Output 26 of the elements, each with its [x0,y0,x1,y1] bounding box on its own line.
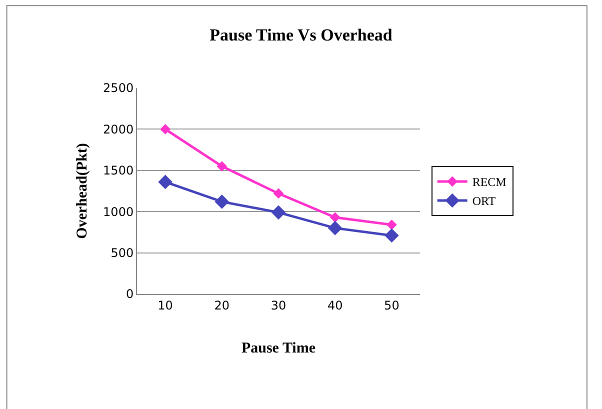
x-tick-label: 10 [158,298,173,312]
x-tick-label: 40 [327,298,343,312]
point [271,205,286,220]
point [216,161,228,172]
point [158,174,172,190]
y-tick-label: 1500 [103,164,134,178]
chart-title: Pause Time Vs Overhead [210,26,393,45]
x-axis-title: Pause Time [241,340,316,356]
point [273,188,284,199]
point [328,220,342,236]
y-tick-label: 2500 [103,81,134,96]
y-tick-label: 500 [110,246,134,260]
point [384,228,399,243]
point [330,212,340,223]
y-axis-title: Overhead(Pkt) [74,143,90,239]
legend-label: RECM [472,175,507,190]
y-tick-label: 2000 [103,122,134,136]
legend-label: ORT [472,194,496,208]
y-tick-label: 1000 [103,204,134,219]
point [386,220,397,230]
point [214,194,230,209]
x-tick-label: 20 [214,298,230,312]
x-tick-label: 50 [384,298,400,312]
y-tick-label: 0 [126,287,134,302]
point [160,124,170,134]
x-tick-label: 30 [270,298,286,312]
